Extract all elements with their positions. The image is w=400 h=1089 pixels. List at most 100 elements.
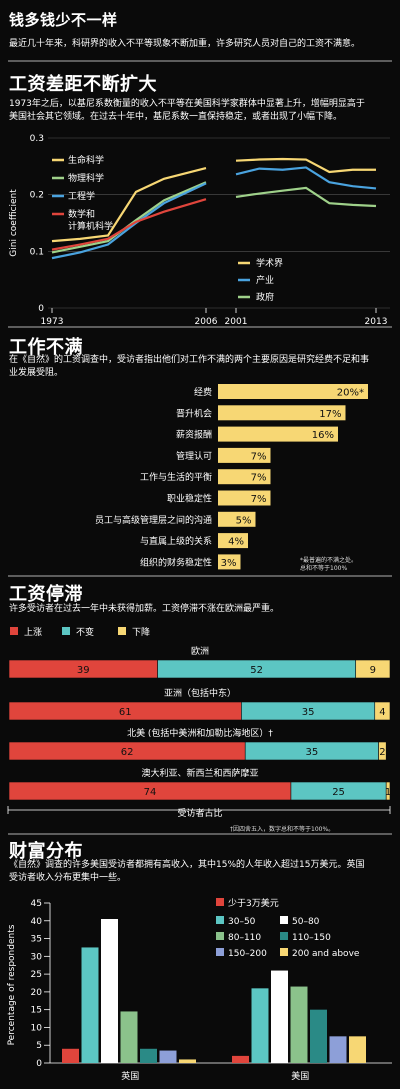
discontent-category-label: 职业稳定性 — [167, 493, 212, 505]
stagnation-segment-value: 9 — [370, 665, 376, 676]
wealth-bar — [251, 988, 269, 1063]
wealth-legend-label-2: 50–80 — [292, 917, 320, 927]
wealth-ytick-label: 0 — [36, 1059, 42, 1069]
stagnation-legend-label-2: 下降 — [132, 626, 150, 638]
wealth-category-label: 英国 — [121, 1070, 139, 1082]
discontent-note-line1: *最普遍的不满之处。 — [300, 557, 358, 564]
gini-ytick-label: 0 — [38, 304, 44, 314]
gini-series-line-3 — [51, 198, 207, 251]
gini-series-line-2 — [51, 182, 207, 260]
wealth-bar — [271, 970, 288, 1063]
stagnation-region-label: 欧洲 — [191, 645, 209, 657]
gini-yaxis-label: Gini coefficient — [9, 189, 19, 257]
wealth-legend-label-3: 80–110 — [228, 933, 261, 943]
discontent-value-label: 7% — [251, 473, 267, 484]
discontent-category-label: 晋升机会 — [176, 407, 212, 419]
gini-legend-label-3-b: 计算机科学 — [68, 220, 113, 232]
stagnation-segment-value: 1 — [385, 787, 391, 798]
discontent-bar — [218, 384, 368, 399]
discontent-category-label: 组织的财务稳定性 — [140, 556, 212, 568]
gini-title: 工资差距不断扩大 — [9, 74, 157, 95]
wealth-bar — [101, 919, 118, 1063]
stagnation-legend-label-1: 不变 — [76, 626, 94, 638]
gini-right-legend-label-1: 产业 — [256, 274, 274, 286]
gini-desc-line1: 1973年之后，以基尼系数衡量的收入不平等在美国科学家群体中显著上升，增幅明显高… — [9, 99, 365, 109]
gini-legend-label-1: 物理科学 — [68, 172, 104, 184]
stagnation-bar-segment — [355, 659, 391, 679]
wealth-desc-line2: 受访者收入分布更集中一些。 — [9, 873, 127, 883]
wealth-category-label: 美国 — [291, 1070, 309, 1082]
wealth-legend-swatch-0 — [216, 898, 224, 906]
wealth-ytick-label: 30 — [31, 952, 43, 962]
wealth-ytick-label: 15 — [31, 1006, 42, 1016]
discontent-bar — [218, 426, 338, 442]
stagnation-desc: 许多受访者在过去一年中未获得加薪。工资停滞不涨在欧洲最严重。 — [9, 604, 280, 614]
wealth-title: 财富分布 — [9, 841, 83, 862]
wealth-legend-label-1: 30–50 — [228, 917, 256, 927]
gini-legend-label-3: 数学和 — [68, 208, 95, 220]
wealth-ytick-label: 10 — [31, 1023, 43, 1033]
discontent-category-label: 与直属上级的关系 — [140, 535, 212, 547]
wealth-bar — [140, 1048, 157, 1063]
stagnation-segment-value: 35 — [306, 747, 319, 758]
discontent-category-label: 薪资报酬 — [176, 429, 212, 441]
stagnation-bar-segment — [374, 701, 391, 721]
stagnation-bar-segment — [378, 741, 387, 761]
discontent-note-line2: 总和不等于100% — [300, 565, 348, 572]
wealth-bar — [329, 1036, 347, 1063]
wealth-bar — [232, 1055, 249, 1063]
section-divider — [8, 326, 392, 328]
gini-right-legend-label-0: 学术界 — [256, 257, 283, 269]
stagnation-segment-value: 2 — [379, 747, 385, 758]
stagnation-segment-value: 52 — [250, 665, 263, 676]
stagnation-footnote: †因四舍五入，数字总和不等于100%。 — [230, 826, 335, 833]
wealth-ytick-label: 35 — [31, 935, 42, 945]
page-title: 钱多钱少不一样 — [9, 11, 118, 29]
stagnation-region-label: 亚洲（包括中东） — [164, 687, 236, 699]
discontent-value-label: 16% — [312, 430, 334, 441]
discontent-bar — [218, 447, 271, 463]
discontent-desc-line2: 业发展受阻。 — [9, 368, 64, 378]
gini-series-line-0 — [51, 166, 207, 243]
stagnation-segment-value: 74 — [144, 787, 157, 798]
stagnation-bar-segment — [385, 781, 391, 801]
wealth-ytick-label: 5 — [36, 1041, 42, 1051]
wealth-legend-swatch-3 — [216, 932, 224, 940]
gini-xtick-label: 1973 — [41, 317, 64, 327]
stagnation-legend-label-0: 上涨 — [24, 627, 42, 638]
stagnation-region-label: 澳大利亚、新西兰和西萨摩亚 — [141, 767, 258, 779]
discontent-value-label: 4% — [228, 537, 244, 548]
wealth-bar — [179, 1059, 196, 1063]
discontent-value-label: 7% — [251, 451, 267, 462]
discontent-value-label: 3% — [221, 558, 237, 569]
stagnation-segment-value: 35 — [302, 707, 315, 718]
wealth-legend-label-6: 200 and above — [292, 949, 360, 959]
wealth-legend-swatch-6 — [280, 948, 288, 956]
gini-right-series-line-0 — [235, 157, 376, 174]
wealth-bar — [349, 1036, 366, 1063]
stagnation-chart: 上涨 不变 下降 欧洲 39 52 9 亚洲（包括中东） 61 35 4 北美 (包括中美洲和加勒比… — [7, 626, 391, 814]
gini-right-xtick-label: 2001 — [225, 317, 248, 327]
gini-right-legend-label-2: 政府 — [256, 291, 274, 303]
wealth-legend-label-5: 150–200 — [228, 949, 267, 959]
wealth-ytick-label: 40 — [31, 917, 43, 927]
gini-ytick-label: 0.1 — [30, 247, 44, 257]
stagnation-segment-value: 61 — [119, 707, 132, 718]
stagnation-title: 工资停滞 — [9, 584, 83, 605]
discontent-title: 工作不满 — [9, 337, 83, 358]
discontent-bar — [218, 511, 256, 527]
discontent-bar — [218, 533, 248, 549]
discontent-value-label: 7% — [251, 494, 267, 505]
wealth-bar — [62, 1048, 79, 1063]
discontent-bar — [218, 554, 241, 570]
discontent-value-label: 5% — [236, 515, 252, 526]
discontent-bar — [218, 405, 346, 421]
stagnation-legend-swatch-0 — [10, 627, 18, 635]
stagnation-segment-value: 62 — [121, 747, 134, 758]
wealth-ytick-label: 25 — [31, 970, 42, 980]
stagnation-legend-swatch-2 — [118, 627, 126, 635]
wealth-bar — [81, 947, 99, 1063]
discontent-bar — [218, 490, 271, 506]
stagnation-region-label: 北美 (包括中美洲和加勒比海地区）† — [127, 727, 273, 739]
discontent-category-label: 管理认可 — [176, 450, 212, 462]
